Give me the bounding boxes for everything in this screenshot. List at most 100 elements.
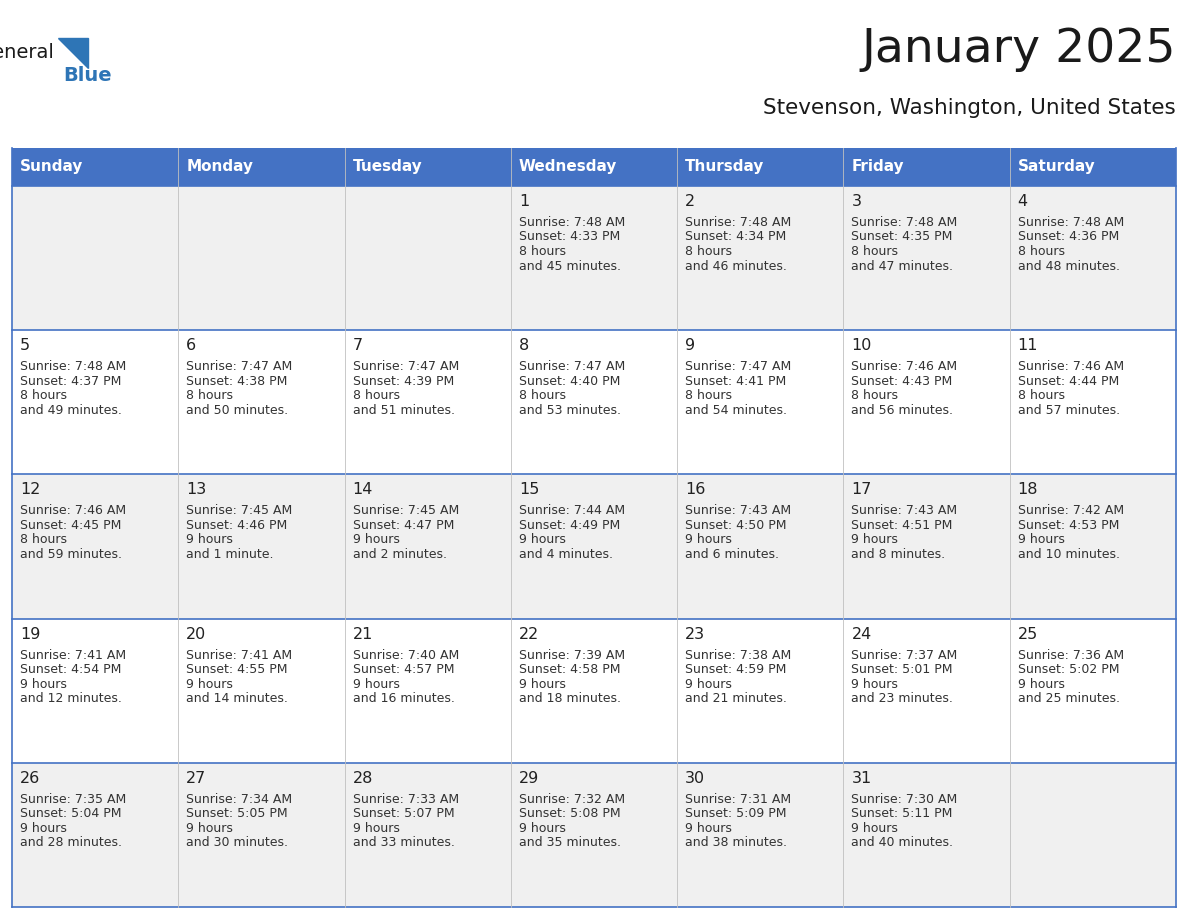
Text: and 40 minutes.: and 40 minutes.	[852, 836, 954, 849]
Text: 9: 9	[685, 338, 695, 353]
Text: Saturday: Saturday	[1018, 160, 1095, 174]
Text: Blue: Blue	[63, 66, 112, 85]
Text: Sunset: 4:34 PM: Sunset: 4:34 PM	[685, 230, 786, 243]
Text: 28: 28	[353, 771, 373, 786]
Bar	[12, 186, 1176, 330]
Text: 18: 18	[1018, 482, 1038, 498]
Text: Sunset: 4:57 PM: Sunset: 4:57 PM	[353, 663, 454, 676]
Text: Sunrise: 7:44 AM: Sunrise: 7:44 AM	[519, 504, 625, 518]
Text: 9 hours: 9 hours	[519, 677, 565, 690]
Text: and 28 minutes.: and 28 minutes.	[20, 836, 122, 849]
Text: Sunrise: 7:47 AM: Sunrise: 7:47 AM	[187, 360, 292, 374]
Text: and 10 minutes.: and 10 minutes.	[1018, 548, 1120, 561]
Text: 9 hours: 9 hours	[20, 677, 67, 690]
Text: 11: 11	[1018, 338, 1038, 353]
Text: Sunset: 4:40 PM: Sunset: 4:40 PM	[519, 375, 620, 387]
Text: 29: 29	[519, 771, 539, 786]
Text: Sunrise: 7:47 AM: Sunrise: 7:47 AM	[685, 360, 791, 374]
Text: 9 hours: 9 hours	[187, 822, 233, 834]
Text: Sunrise: 7:33 AM: Sunrise: 7:33 AM	[353, 793, 459, 806]
Text: 8 hours: 8 hours	[519, 245, 565, 258]
Text: Sunday: Sunday	[20, 160, 83, 174]
Text: Sunset: 4:49 PM: Sunset: 4:49 PM	[519, 519, 620, 532]
Text: 5: 5	[20, 338, 30, 353]
Text: Sunset: 4:37 PM: Sunset: 4:37 PM	[20, 375, 121, 387]
Text: and 47 minutes.: and 47 minutes.	[852, 260, 954, 273]
Text: Sunrise: 7:46 AM: Sunrise: 7:46 AM	[852, 360, 958, 374]
Text: 24: 24	[852, 627, 872, 642]
Text: 26: 26	[20, 771, 40, 786]
Text: and 56 minutes.: and 56 minutes.	[852, 404, 954, 417]
Text: Sunrise: 7:41 AM: Sunrise: 7:41 AM	[187, 649, 292, 662]
Text: 9 hours: 9 hours	[1018, 677, 1064, 690]
Text: and 46 minutes.: and 46 minutes.	[685, 260, 786, 273]
Text: Monday: Monday	[187, 160, 253, 174]
Text: 8 hours: 8 hours	[20, 533, 67, 546]
Text: Sunset: 4:58 PM: Sunset: 4:58 PM	[519, 663, 620, 676]
Text: Sunrise: 7:45 AM: Sunrise: 7:45 AM	[187, 504, 292, 518]
Text: and 35 minutes.: and 35 minutes.	[519, 836, 621, 849]
Text: 20: 20	[187, 627, 207, 642]
Polygon shape	[58, 38, 88, 68]
Text: 30: 30	[685, 771, 706, 786]
Text: 8 hours: 8 hours	[685, 389, 732, 402]
Text: 23: 23	[685, 627, 706, 642]
Text: 12: 12	[20, 482, 40, 498]
Text: and 12 minutes.: and 12 minutes.	[20, 692, 122, 705]
Text: Sunrise: 7:48 AM: Sunrise: 7:48 AM	[852, 216, 958, 229]
Text: 9 hours: 9 hours	[852, 533, 898, 546]
Text: 3: 3	[852, 194, 861, 209]
Text: and 51 minutes.: and 51 minutes.	[353, 404, 455, 417]
Text: 15: 15	[519, 482, 539, 498]
Text: Sunrise: 7:36 AM: Sunrise: 7:36 AM	[1018, 649, 1124, 662]
Text: Sunrise: 7:35 AM: Sunrise: 7:35 AM	[20, 793, 126, 806]
Text: and 54 minutes.: and 54 minutes.	[685, 404, 788, 417]
Text: and 48 minutes.: and 48 minutes.	[1018, 260, 1120, 273]
Text: Sunset: 4:36 PM: Sunset: 4:36 PM	[1018, 230, 1119, 243]
Text: and 57 minutes.: and 57 minutes.	[1018, 404, 1120, 417]
Text: 31: 31	[852, 771, 872, 786]
Text: Sunrise: 7:37 AM: Sunrise: 7:37 AM	[852, 649, 958, 662]
Text: and 8 minutes.: and 8 minutes.	[852, 548, 946, 561]
Text: Sunrise: 7:45 AM: Sunrise: 7:45 AM	[353, 504, 459, 518]
Text: Sunset: 5:11 PM: Sunset: 5:11 PM	[852, 807, 953, 821]
Text: 8 hours: 8 hours	[519, 389, 565, 402]
Text: and 21 minutes.: and 21 minutes.	[685, 692, 786, 705]
Text: Sunrise: 7:38 AM: Sunrise: 7:38 AM	[685, 649, 791, 662]
Text: Sunset: 5:01 PM: Sunset: 5:01 PM	[852, 663, 953, 676]
Text: Sunrise: 7:48 AM: Sunrise: 7:48 AM	[685, 216, 791, 229]
Text: Sunrise: 7:40 AM: Sunrise: 7:40 AM	[353, 649, 459, 662]
Bar	[12, 330, 1176, 475]
Text: Sunset: 5:08 PM: Sunset: 5:08 PM	[519, 807, 620, 821]
Text: Sunset: 5:09 PM: Sunset: 5:09 PM	[685, 807, 786, 821]
Text: Sunset: 4:55 PM: Sunset: 4:55 PM	[187, 663, 287, 676]
Text: Sunset: 4:46 PM: Sunset: 4:46 PM	[187, 519, 287, 532]
Text: 10: 10	[852, 338, 872, 353]
Text: Sunset: 4:51 PM: Sunset: 4:51 PM	[852, 519, 953, 532]
Text: 2: 2	[685, 194, 695, 209]
Text: 9 hours: 9 hours	[852, 822, 898, 834]
Text: and 33 minutes.: and 33 minutes.	[353, 836, 455, 849]
Text: and 59 minutes.: and 59 minutes.	[20, 548, 122, 561]
Text: Sunset: 5:04 PM: Sunset: 5:04 PM	[20, 807, 121, 821]
Text: Sunset: 4:38 PM: Sunset: 4:38 PM	[187, 375, 287, 387]
Text: Sunset: 4:45 PM: Sunset: 4:45 PM	[20, 519, 121, 532]
Text: Sunset: 5:07 PM: Sunset: 5:07 PM	[353, 807, 454, 821]
Text: 8 hours: 8 hours	[1018, 389, 1064, 402]
Text: Sunrise: 7:47 AM: Sunrise: 7:47 AM	[353, 360, 459, 374]
Text: 9 hours: 9 hours	[187, 533, 233, 546]
Text: Sunrise: 7:48 AM: Sunrise: 7:48 AM	[519, 216, 625, 229]
Text: Sunset: 4:39 PM: Sunset: 4:39 PM	[353, 375, 454, 387]
Text: and 50 minutes.: and 50 minutes.	[187, 404, 289, 417]
Text: Tuesday: Tuesday	[353, 160, 422, 174]
Text: and 14 minutes.: and 14 minutes.	[187, 692, 289, 705]
Text: 9 hours: 9 hours	[187, 677, 233, 690]
Text: Sunrise: 7:46 AM: Sunrise: 7:46 AM	[20, 504, 126, 518]
Text: and 25 minutes.: and 25 minutes.	[1018, 692, 1120, 705]
Text: 9 hours: 9 hours	[685, 677, 732, 690]
Text: 1: 1	[519, 194, 529, 209]
Text: Sunrise: 7:43 AM: Sunrise: 7:43 AM	[852, 504, 958, 518]
Text: Sunset: 4:59 PM: Sunset: 4:59 PM	[685, 663, 786, 676]
Text: Sunrise: 7:43 AM: Sunrise: 7:43 AM	[685, 504, 791, 518]
Text: Sunset: 4:44 PM: Sunset: 4:44 PM	[1018, 375, 1119, 387]
